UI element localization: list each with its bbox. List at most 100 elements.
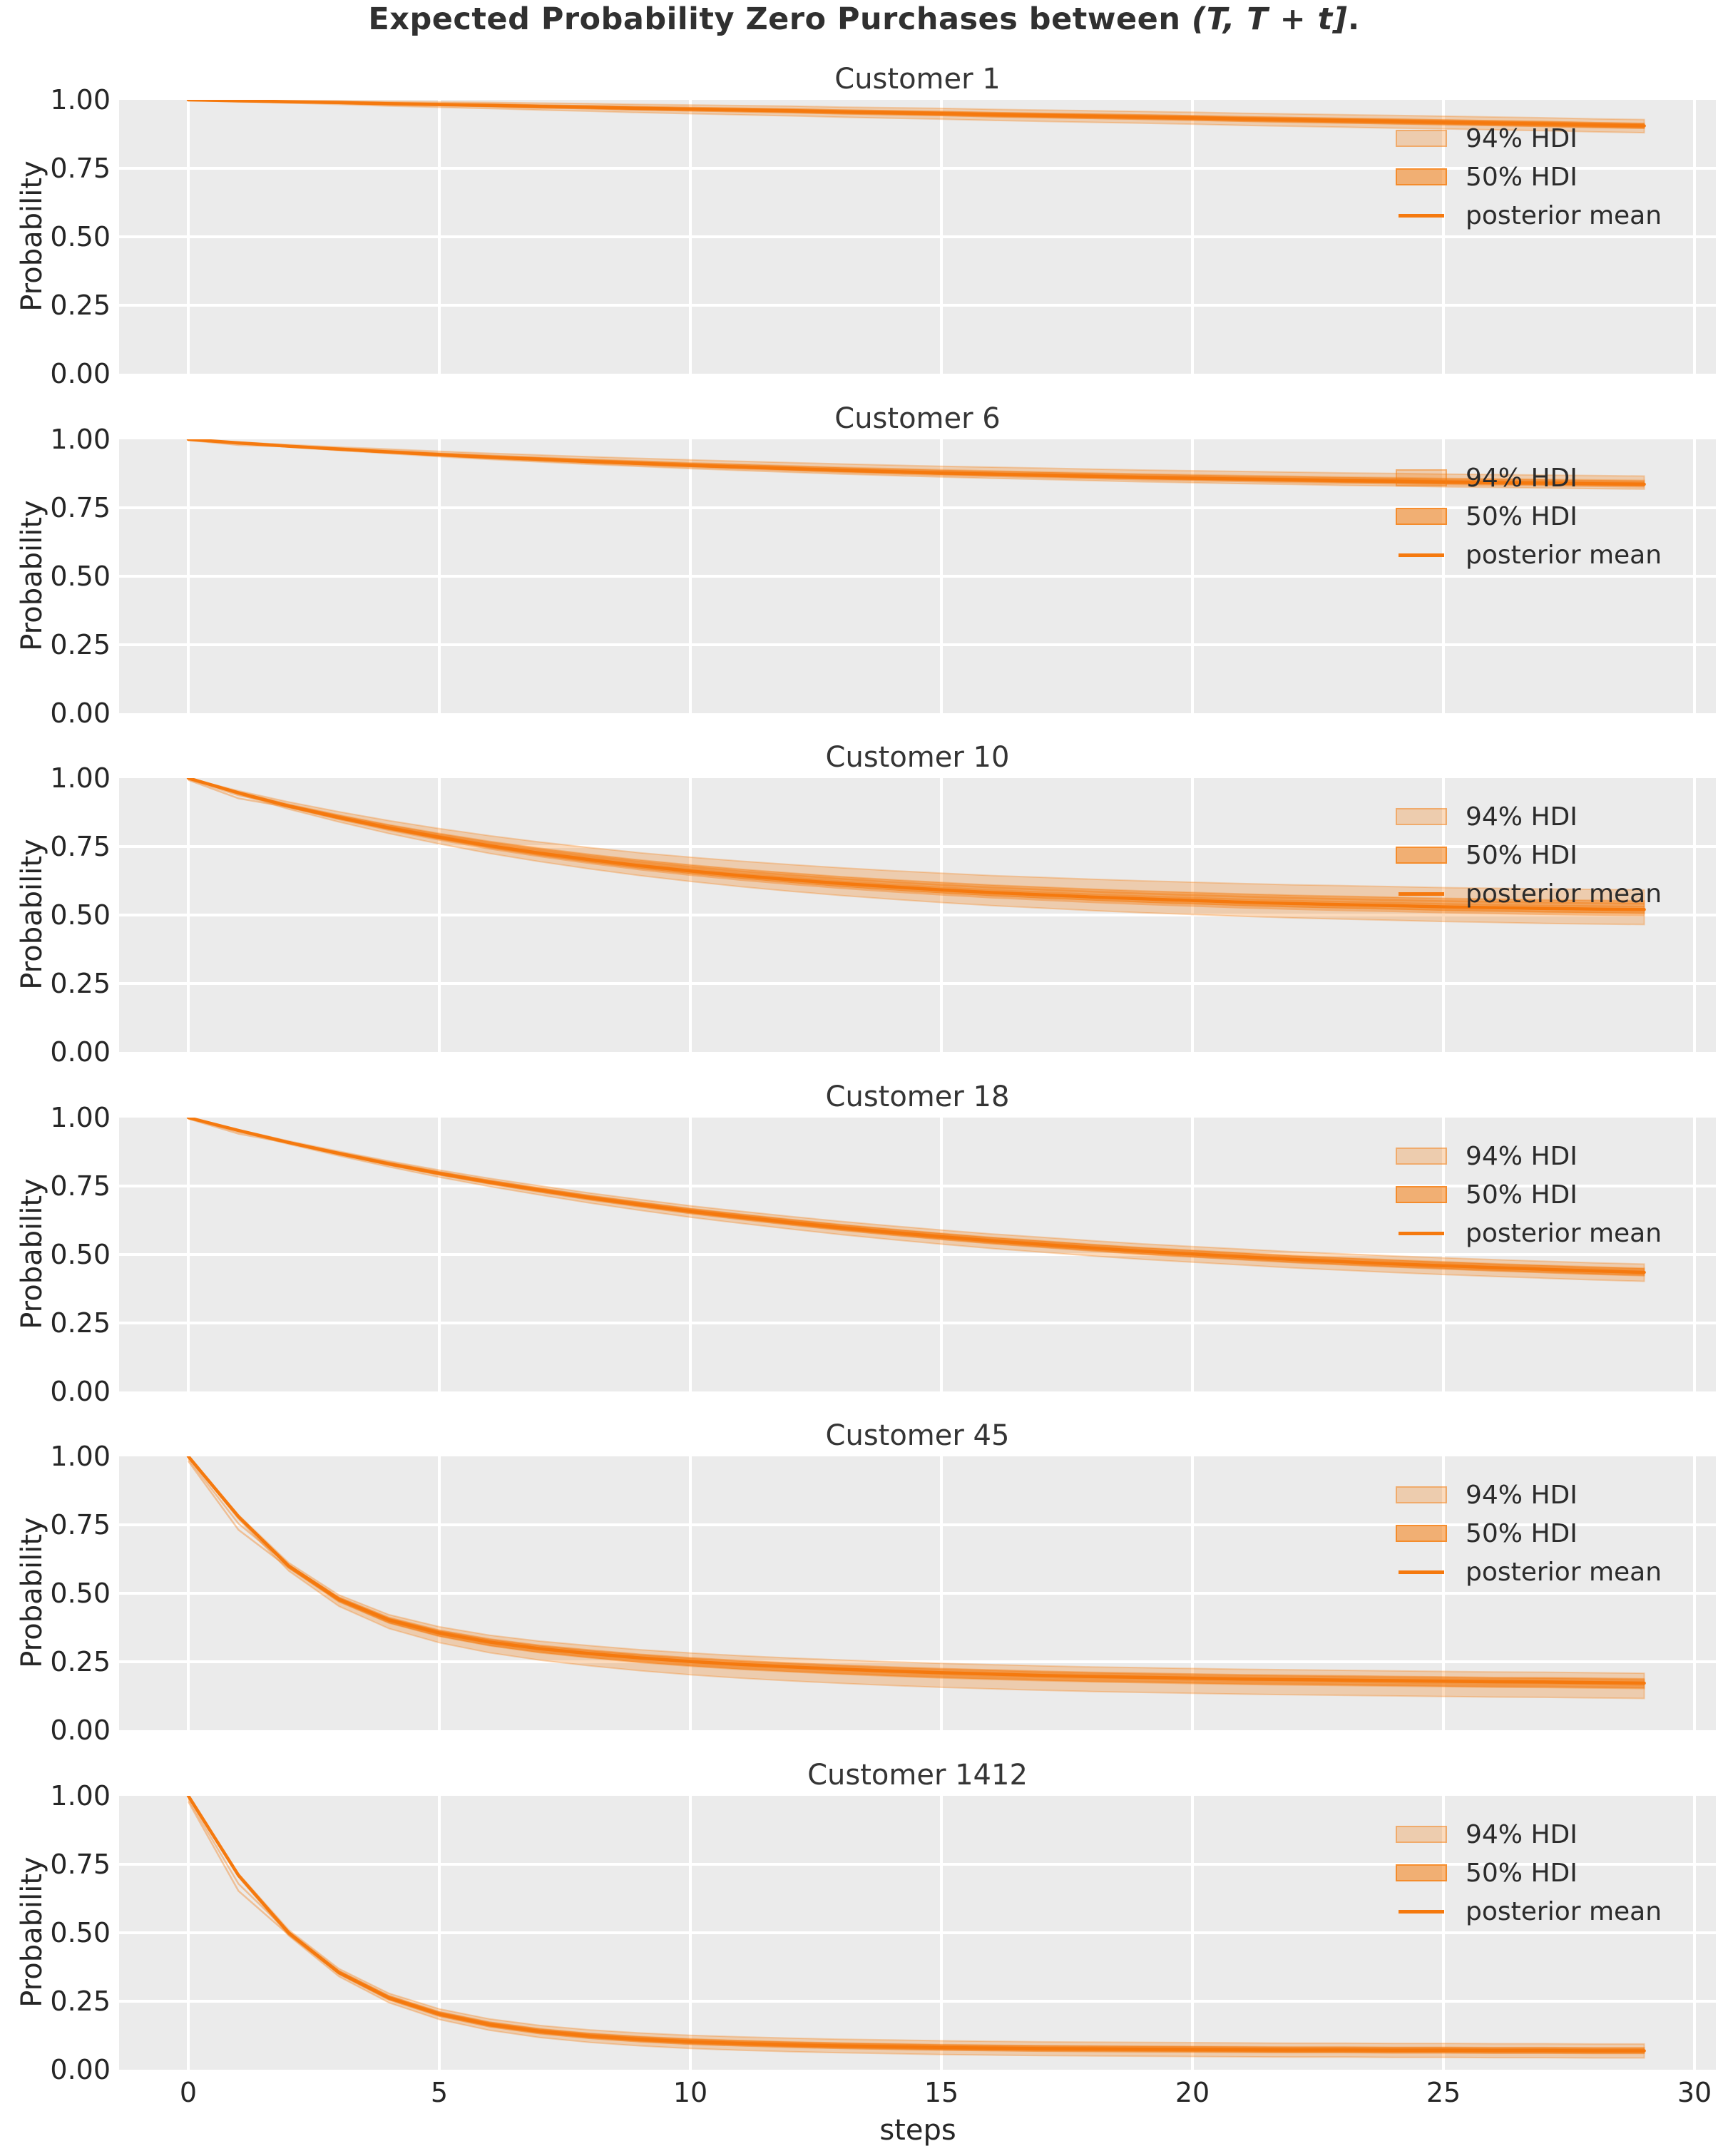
subplot-title: Customer 1: [834, 63, 1001, 96]
legend-50hdi: 50% HDI: [1396, 501, 1662, 532]
hdi94-swatch: [1396, 808, 1447, 825]
y-tick-label: 0.25: [50, 968, 111, 999]
y-tick-label: 0.25: [50, 1986, 111, 2017]
plot-area: [119, 1456, 1716, 1730]
y-tick-label: 0.50: [50, 899, 111, 931]
y-tick-label: 0.50: [50, 221, 111, 252]
y-axis-label: Probability: [16, 500, 48, 651]
y-tick-label: 0.50: [50, 1239, 111, 1270]
hdi94-swatch: [1396, 1486, 1447, 1503]
legend-label: 94% HDI: [1466, 1819, 1578, 1849]
y-tick-label: 1.00: [50, 762, 111, 794]
posterior-mean-line: [186, 778, 1646, 911]
y-axis-label: Probability: [16, 1178, 48, 1329]
hdi50-swatch: [1396, 1525, 1447, 1542]
legend-label: 50% HDI: [1466, 1858, 1578, 1888]
chart-canvas: [119, 100, 1716, 374]
legend-94hdi: 94% HDI: [1396, 1819, 1662, 1850]
y-tick-label: 0.50: [50, 1917, 111, 1948]
legend-posterior-mean: posterior mean: [1396, 1556, 1662, 1588]
legend-label: posterior mean: [1466, 1557, 1662, 1587]
gridlines: [119, 1456, 1716, 1730]
legend-posterior-mean: posterior mean: [1396, 539, 1662, 571]
subplot-title: Customer 1412: [807, 1759, 1028, 1792]
chart-canvas: [119, 1796, 1716, 2070]
hdi94-swatch: [1396, 130, 1447, 147]
legend-label: posterior mean: [1466, 200, 1662, 230]
chart-canvas: [119, 1118, 1716, 1391]
legend-94hdi: 94% HDI: [1396, 462, 1662, 494]
subplot-title: Customer 10: [825, 741, 1010, 774]
posterior-mean-line-swatch: [1399, 213, 1444, 218]
posterior-mean-line: [186, 100, 1646, 128]
figure-title-math: (T, T + t]: [1191, 1, 1348, 37]
posterior-mean-line-swatch: [1399, 553, 1444, 557]
hdi50-swatch: [1396, 168, 1447, 185]
legend-label: 94% HDI: [1466, 463, 1578, 493]
legend: 94% HDI 50% HDI posterior mean: [1396, 123, 1662, 238]
plot-area: [119, 1796, 1716, 2070]
y-tick-label: 0.75: [50, 1509, 111, 1541]
subplot-title: Customer 45: [825, 1419, 1010, 1452]
hdi94-swatch: [1396, 1826, 1447, 1843]
legend-label: 94% HDI: [1466, 123, 1578, 153]
legend: 94% HDI 50% HDI posterior mean: [1396, 801, 1662, 916]
y-tick-label: 1.00: [50, 1102, 111, 1133]
y-axis-label: Probability: [16, 1856, 48, 2008]
y-tick-label: 0.75: [50, 1170, 111, 1202]
legend-label: posterior mean: [1466, 1896, 1662, 1926]
legend: 94% HDI 50% HDI posterior mean: [1396, 1479, 1662, 1595]
legend-50hdi: 50% HDI: [1396, 1179, 1662, 1210]
legend-50hdi: 50% HDI: [1396, 161, 1662, 193]
legend-label: posterior mean: [1466, 540, 1662, 570]
posterior-draw-line: [188, 778, 1645, 905]
x-tick-label: 0: [179, 2077, 198, 2108]
y-tick-label: 1.00: [50, 1780, 111, 1812]
legend-label: 50% HDI: [1466, 1518, 1578, 1548]
y-tick-label: 1.00: [50, 84, 111, 116]
posterior-mean-line-swatch: [1399, 891, 1444, 896]
y-tick-label: 0.00: [50, 1036, 111, 1068]
hdi50-swatch: [1396, 847, 1447, 864]
posterior-mean-line: [186, 1118, 1646, 1274]
legend-label: posterior mean: [1466, 1218, 1662, 1248]
hdi50-band: [188, 778, 1645, 915]
legend-label: 50% HDI: [1466, 501, 1578, 531]
posterior-mean-line: [186, 439, 1646, 486]
y-tick-label: 0.75: [50, 1849, 111, 1880]
legend-label: 50% HDI: [1466, 840, 1578, 870]
y-axis-label: Probability: [16, 839, 48, 990]
y-tick-label: 0.00: [50, 1376, 111, 1407]
y-tick-label: 0.00: [50, 1715, 111, 1746]
legend-posterior-mean: posterior mean: [1396, 200, 1662, 231]
legend-posterior-mean: posterior mean: [1396, 878, 1662, 909]
chart-canvas: [119, 778, 1716, 1052]
legend: 94% HDI 50% HDI posterior mean: [1396, 1140, 1662, 1256]
y-tick-label: 0.25: [50, 1307, 111, 1339]
x-tick-label: 25: [1426, 2077, 1461, 2108]
subplot-title: Customer 18: [825, 1080, 1010, 1113]
hdi94-swatch: [1396, 1148, 1447, 1165]
legend-50hdi: 50% HDI: [1396, 839, 1662, 871]
y-tick-label: 0.25: [50, 1646, 111, 1677]
posterior-draw-line: [188, 1456, 1645, 1689]
legend-label: 50% HDI: [1466, 162, 1578, 192]
hdi94-swatch: [1396, 469, 1447, 486]
plot-area: [119, 778, 1716, 1052]
posterior-mean-line-swatch: [1399, 1570, 1444, 1574]
gridlines: [119, 100, 1716, 374]
legend-50hdi: 50% HDI: [1396, 1518, 1662, 1549]
y-tick-label: 1.00: [50, 1441, 111, 1472]
x-tick-label: 20: [1175, 2077, 1210, 2108]
legend: 94% HDI 50% HDI posterior mean: [1396, 1819, 1662, 1934]
posterior-mean-line-swatch: [1399, 1909, 1444, 1914]
subplot-title: Customer 6: [834, 402, 1001, 435]
plot-area: [119, 1118, 1716, 1391]
x-tick-label: 5: [430, 2077, 449, 2108]
posterior-draw-line: [188, 778, 1645, 916]
x-tick-label: 10: [673, 2077, 708, 2108]
y-tick-label: 0.00: [50, 358, 111, 389]
legend-label: 94% HDI: [1466, 1480, 1578, 1510]
posterior-mean-line-swatch: [1399, 1231, 1444, 1235]
y-axis-label: Probability: [16, 160, 48, 312]
